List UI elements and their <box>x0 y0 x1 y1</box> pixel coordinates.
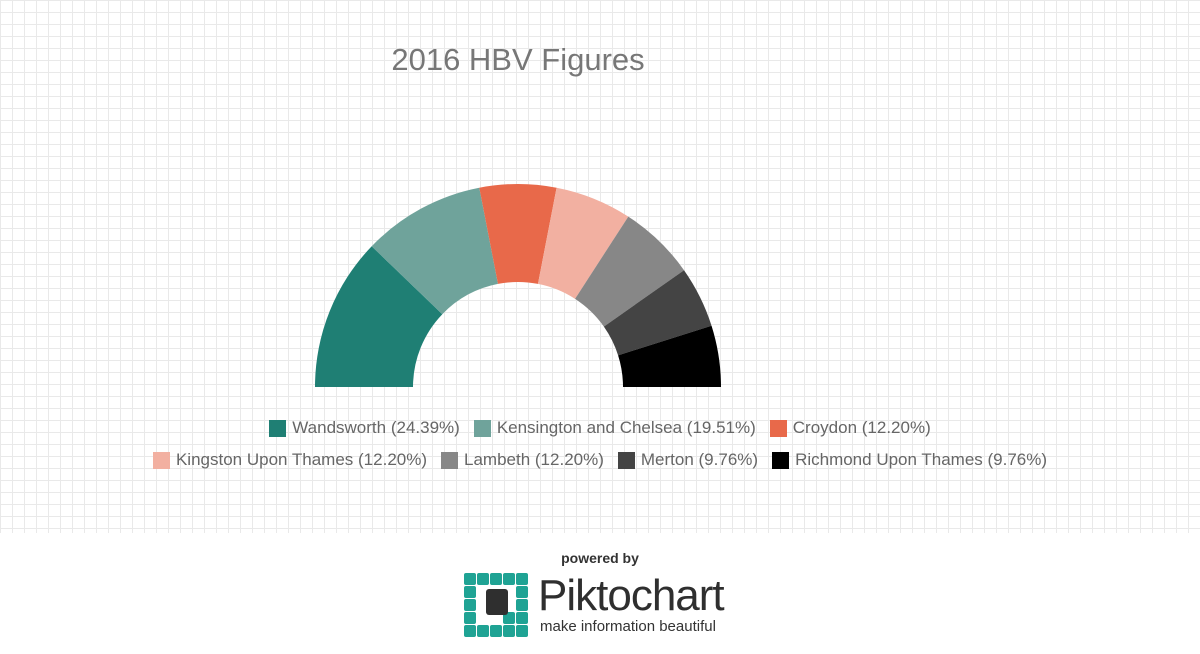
legend-item: Kingston Upon Thames (12.20%) <box>152 450 428 470</box>
legend-label: Kensington and Chelsea (19.51%) <box>496 418 756 437</box>
legend-item: Kensington and Chelsea (19.51%) <box>473 418 756 438</box>
slice <box>479 184 557 284</box>
legend-item: Lambeth (12.20%) <box>441 450 604 470</box>
legend-item: Croydon (12.20%) <box>769 418 931 438</box>
slice <box>618 325 721 387</box>
slice <box>603 270 712 356</box>
legend-swatch <box>473 419 491 437</box>
slice <box>575 216 685 327</box>
powered-by: powered by <box>561 550 639 566</box>
legend-swatch <box>772 451 790 469</box>
legend-swatch <box>769 419 787 437</box>
slice <box>315 246 443 387</box>
legend-item: Wandsworth (24.39%) <box>269 418 460 438</box>
legend-row: Kingston Upon Thames (12.20%) Lambeth (12… <box>0 450 1200 470</box>
tagline: make information beautiful <box>540 618 716 635</box>
chart-title: 2016 HBV Figures <box>391 42 644 77</box>
legend-item: Merton (9.76%) <box>617 450 759 470</box>
legend-swatch <box>617 451 635 469</box>
legend-swatch <box>269 419 287 437</box>
chart-area: 2016 HBV Figures Wandsworth (24.39%) Kens… <box>0 0 1200 533</box>
legend-swatch <box>441 451 459 469</box>
legend-label: Lambeth (12.20%) <box>464 450 604 469</box>
chart: 2016 HBV Figures <box>315 42 721 387</box>
legend-item: Richmond Upon Thames (9.76%) <box>772 450 1047 470</box>
slice <box>537 187 629 299</box>
legend-label: Merton (9.76%) <box>640 450 759 469</box>
brand: Piktochart <box>538 571 725 620</box>
slice <box>371 187 498 315</box>
legend-label: Kingston Upon Thames (12.20%) <box>175 450 428 469</box>
legend-label: Croydon (12.20%) <box>792 418 931 437</box>
legend-label: Richmond Upon Thames (9.76%) <box>795 450 1048 469</box>
logo-icon <box>464 573 528 637</box>
footer: powered by Piktochart make information b… <box>0 533 1200 654</box>
legend-label: Wandsworth (24.39%) <box>292 418 460 437</box>
legend-swatch <box>152 451 170 469</box>
legend-row: Wandsworth (24.39%) Kensington and Chelse… <box>0 418 1200 438</box>
